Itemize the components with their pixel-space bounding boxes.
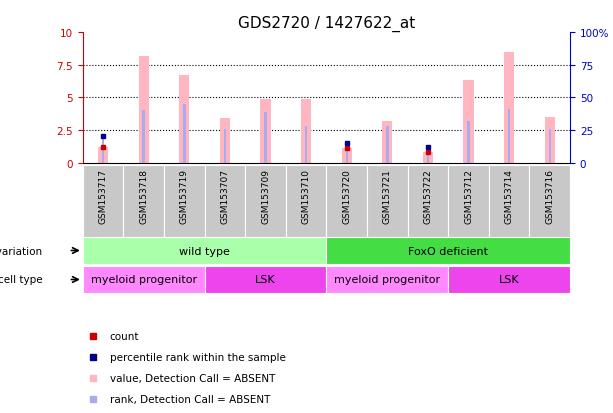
Bar: [386, 127, 389, 163]
Text: GSM153712: GSM153712: [464, 169, 473, 223]
Bar: [83, 237, 326, 264]
Bar: [448, 266, 570, 293]
Text: GSM153716: GSM153716: [546, 169, 554, 224]
Bar: [286, 165, 326, 237]
Bar: [224, 129, 226, 163]
Bar: [305, 127, 307, 163]
Text: myeloid progenitor: myeloid progenitor: [91, 275, 197, 285]
Text: GSM153720: GSM153720: [342, 169, 351, 223]
Bar: [463, 81, 474, 163]
Bar: [448, 165, 489, 237]
Text: myeloid progenitor: myeloid progenitor: [334, 275, 440, 285]
Text: GSM153721: GSM153721: [383, 169, 392, 223]
Bar: [261, 100, 270, 163]
Bar: [83, 266, 205, 293]
Text: genotype/variation: genotype/variation: [0, 246, 42, 256]
Text: GSM153718: GSM153718: [139, 169, 148, 224]
Bar: [245, 165, 286, 237]
Bar: [205, 266, 326, 293]
Bar: [346, 144, 348, 163]
Bar: [427, 147, 429, 163]
Bar: [408, 165, 448, 237]
Bar: [220, 119, 230, 163]
Text: cell type: cell type: [0, 275, 42, 285]
Text: GSM153714: GSM153714: [504, 169, 514, 223]
Bar: [326, 165, 367, 237]
Bar: [508, 110, 511, 163]
Bar: [326, 237, 570, 264]
Text: count: count: [110, 332, 139, 342]
Bar: [504, 52, 514, 163]
Bar: [139, 57, 149, 163]
Text: GSM153710: GSM153710: [302, 169, 311, 224]
Title: GDS2720 / 1427622_at: GDS2720 / 1427622_at: [238, 16, 415, 32]
Bar: [549, 130, 551, 163]
Text: GSM153707: GSM153707: [221, 169, 229, 224]
Bar: [98, 147, 108, 163]
Text: LSK: LSK: [255, 275, 276, 285]
Text: wild type: wild type: [179, 246, 230, 256]
Bar: [489, 165, 530, 237]
Bar: [423, 153, 433, 163]
Text: LSK: LSK: [499, 275, 519, 285]
Bar: [383, 121, 392, 163]
Text: GSM153722: GSM153722: [424, 169, 432, 223]
Text: value, Detection Call = ABSENT: value, Detection Call = ABSENT: [110, 373, 275, 383]
Bar: [467, 121, 470, 163]
Bar: [102, 137, 104, 163]
Bar: [367, 165, 408, 237]
Bar: [123, 165, 164, 237]
Bar: [179, 76, 189, 163]
Bar: [326, 266, 448, 293]
Bar: [205, 165, 245, 237]
Bar: [264, 112, 267, 163]
Text: GSM153719: GSM153719: [180, 169, 189, 224]
Text: percentile rank within the sample: percentile rank within the sample: [110, 352, 286, 362]
Bar: [183, 104, 186, 163]
Bar: [530, 165, 570, 237]
Bar: [545, 118, 555, 163]
Text: GSM153717: GSM153717: [99, 169, 107, 224]
Text: FoxO deficient: FoxO deficient: [408, 246, 489, 256]
Text: GSM153709: GSM153709: [261, 169, 270, 224]
Bar: [341, 149, 352, 163]
Bar: [83, 165, 123, 237]
Bar: [164, 165, 205, 237]
Bar: [142, 111, 145, 163]
Bar: [301, 100, 311, 163]
Text: rank, Detection Call = ABSENT: rank, Detection Call = ABSENT: [110, 394, 270, 404]
